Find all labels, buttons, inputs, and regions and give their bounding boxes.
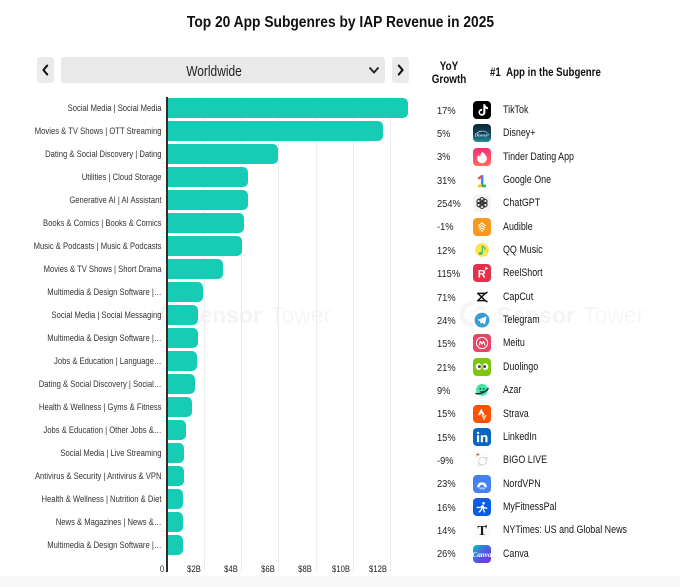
svg-text:+: + — [487, 132, 490, 137]
svg-text:Disney: Disney — [473, 132, 488, 137]
svg-text:R: R — [477, 269, 485, 281]
svg-text:VPN: VPN — [479, 486, 484, 490]
svg-text:T: T — [477, 524, 487, 539]
svg-text:Canva: Canva — [473, 550, 491, 558]
